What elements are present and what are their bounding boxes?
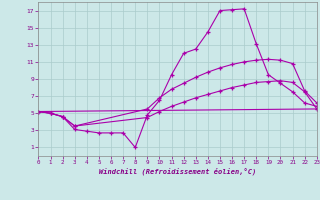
X-axis label: Windchill (Refroidissement éolien,°C): Windchill (Refroidissement éolien,°C) <box>99 168 256 175</box>
